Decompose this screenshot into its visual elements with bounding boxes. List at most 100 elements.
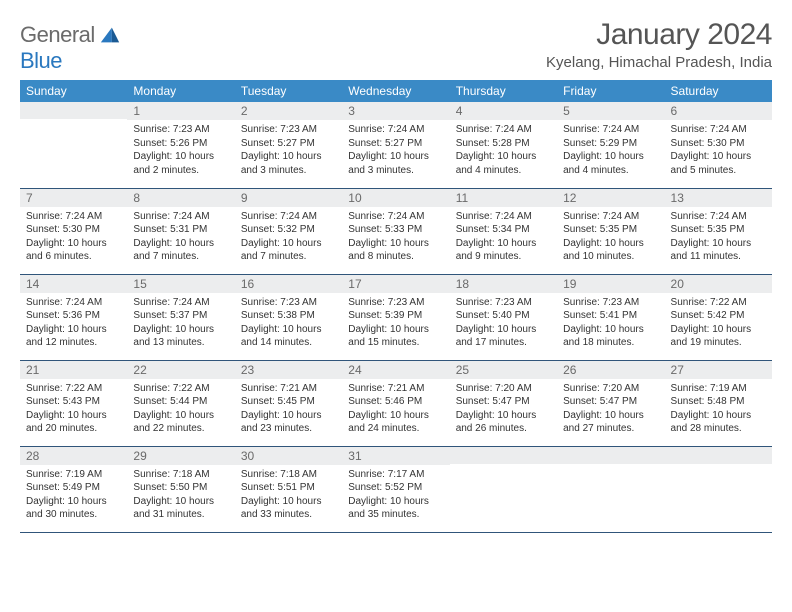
daylight-text: and 23 minutes. bbox=[241, 422, 336, 436]
calendar-day-cell bbox=[557, 446, 664, 532]
day-number: 6 bbox=[665, 102, 772, 120]
daylight-text: and 30 minutes. bbox=[26, 508, 121, 522]
daylight-text: and 31 minutes. bbox=[133, 508, 228, 522]
daylight-text: and 13 minutes. bbox=[133, 336, 228, 350]
calendar-day-cell: 10 Sunrise: 7:24 AMSunset: 5:33 PMDayligh… bbox=[342, 188, 449, 274]
calendar-day-cell bbox=[20, 102, 127, 188]
sunrise-text: Sunrise: 7:23 AM bbox=[133, 123, 228, 137]
daylight-text: Daylight: 10 hours bbox=[133, 150, 228, 164]
calendar-day-cell: 1Sunrise: 7:23 AMSunset: 5:26 PMDaylight… bbox=[127, 102, 234, 188]
calendar-day-cell: 9Sunrise: 7:24 AMSunset: 5:32 PMDaylight… bbox=[235, 188, 342, 274]
day-details: Sunrise: 7:23 AMSunset: 5:27 PMDaylight:… bbox=[235, 120, 342, 181]
daylight-text: Daylight: 10 hours bbox=[456, 150, 551, 164]
day-details: Sunrise: 7:19 AMSunset: 5:48 PMDaylight:… bbox=[665, 379, 772, 440]
sunrise-text: Sunrise: 7:24 AM bbox=[348, 123, 443, 137]
sunset-text: Sunset: 5:27 PM bbox=[348, 137, 443, 151]
sunrise-text: Sunrise: 7:24 AM bbox=[348, 210, 443, 224]
calendar-day-cell: 20Sunrise: 7:22 AMSunset: 5:42 PMDayligh… bbox=[665, 274, 772, 360]
calendar-day-cell: 2Sunrise: 7:23 AMSunset: 5:27 PMDaylight… bbox=[235, 102, 342, 188]
daylight-text: Daylight: 10 hours bbox=[348, 237, 443, 251]
day-details: Sunrise: 7:23 AMSunset: 5:26 PMDaylight:… bbox=[127, 120, 234, 181]
day-details: Sunrise: 7:20 AMSunset: 5:47 PMDaylight:… bbox=[557, 379, 664, 440]
day-number: 24 bbox=[342, 361, 449, 379]
daylight-text: and 17 minutes. bbox=[456, 336, 551, 350]
daylight-text: Daylight: 10 hours bbox=[26, 495, 121, 509]
calendar-day-cell: 28Sunrise: 7:19 AMSunset: 5:49 PMDayligh… bbox=[20, 446, 127, 532]
sunset-text: Sunset: 5:35 PM bbox=[563, 223, 658, 237]
location-label: Kyelang, Himachal Pradesh, India bbox=[546, 54, 772, 71]
day-number: 18 bbox=[450, 275, 557, 293]
daylight-text: Daylight: 10 hours bbox=[348, 409, 443, 423]
day-number: 9 bbox=[235, 189, 342, 207]
sunset-text: Sunset: 5:42 PM bbox=[671, 309, 766, 323]
daylight-text: and 33 minutes. bbox=[241, 508, 336, 522]
weekday-header: Monday bbox=[127, 80, 234, 102]
day-details: Sunrise: 7:18 AMSunset: 5:51 PMDaylight:… bbox=[235, 465, 342, 526]
calendar-day-cell bbox=[665, 446, 772, 532]
sunrise-text: Sunrise: 7:18 AM bbox=[241, 468, 336, 482]
day-number: 3 bbox=[342, 102, 449, 120]
day-details: Sunrise: 7:24 AMSunset: 5:31 PMDaylight:… bbox=[127, 207, 234, 268]
day-number: 30 bbox=[235, 447, 342, 465]
sunset-text: Sunset: 5:37 PM bbox=[133, 309, 228, 323]
daylight-text: Daylight: 10 hours bbox=[241, 409, 336, 423]
day-number: 23 bbox=[235, 361, 342, 379]
daylight-text: Daylight: 10 hours bbox=[563, 237, 658, 251]
daylight-text: Daylight: 10 hours bbox=[456, 237, 551, 251]
sunrise-text: Sunrise: 7:24 AM bbox=[26, 296, 121, 310]
sunrise-text: Sunrise: 7:21 AM bbox=[241, 382, 336, 396]
sunset-text: Sunset: 5:32 PM bbox=[241, 223, 336, 237]
calendar-day-cell: 7Sunrise: 7:24 AMSunset: 5:30 PMDaylight… bbox=[20, 188, 127, 274]
daylight-text: Daylight: 10 hours bbox=[563, 409, 658, 423]
page-header: General Blue January 2024 Kyelang, Himac… bbox=[20, 18, 772, 74]
daylight-text: Daylight: 10 hours bbox=[348, 150, 443, 164]
day-number: 21 bbox=[20, 361, 127, 379]
daylight-text: and 35 minutes. bbox=[348, 508, 443, 522]
calendar-week-row: 7Sunrise: 7:24 AMSunset: 5:30 PMDaylight… bbox=[20, 188, 772, 274]
calendar-day-cell: 5Sunrise: 7:24 AMSunset: 5:29 PMDaylight… bbox=[557, 102, 664, 188]
calendar-day-cell: 15Sunrise: 7:24 AMSunset: 5:37 PMDayligh… bbox=[127, 274, 234, 360]
calendar-day-cell: 8Sunrise: 7:24 AMSunset: 5:31 PMDaylight… bbox=[127, 188, 234, 274]
daylight-text: and 22 minutes. bbox=[133, 422, 228, 436]
calendar-table: Sunday Monday Tuesday Wednesday Thursday… bbox=[20, 80, 772, 533]
daylight-text: and 3 minutes. bbox=[348, 164, 443, 178]
day-number: 28 bbox=[20, 447, 127, 465]
sunrise-text: Sunrise: 7:22 AM bbox=[26, 382, 121, 396]
sunrise-text: Sunrise: 7:19 AM bbox=[671, 382, 766, 396]
daylight-text: and 3 minutes. bbox=[241, 164, 336, 178]
sunset-text: Sunset: 5:50 PM bbox=[133, 481, 228, 495]
sunrise-text: Sunrise: 7:22 AM bbox=[133, 382, 228, 396]
weekday-header: Saturday bbox=[665, 80, 772, 102]
day-number: 16 bbox=[235, 275, 342, 293]
calendar-day-cell: 6Sunrise: 7:24 AMSunset: 5:30 PMDaylight… bbox=[665, 102, 772, 188]
day-number: 31 bbox=[342, 447, 449, 465]
daylight-text: Daylight: 10 hours bbox=[348, 495, 443, 509]
daylight-text: Daylight: 10 hours bbox=[456, 409, 551, 423]
daylight-text: and 28 minutes. bbox=[671, 422, 766, 436]
day-number: 10 bbox=[342, 189, 449, 207]
sunset-text: Sunset: 5:33 PM bbox=[348, 223, 443, 237]
day-details: Sunrise: 7:22 AMSunset: 5:42 PMDaylight:… bbox=[665, 293, 772, 354]
daylight-text: Daylight: 10 hours bbox=[133, 323, 228, 337]
sunset-text: Sunset: 5:30 PM bbox=[671, 137, 766, 151]
day-number: 29 bbox=[127, 447, 234, 465]
daylight-text: and 18 minutes. bbox=[563, 336, 658, 350]
day-details: Sunrise: 7:21 AMSunset: 5:46 PMDaylight:… bbox=[342, 379, 449, 440]
calendar-day-cell: 19Sunrise: 7:23 AMSunset: 5:41 PMDayligh… bbox=[557, 274, 664, 360]
day-details: Sunrise: 7:23 AMSunset: 5:41 PMDaylight:… bbox=[557, 293, 664, 354]
calendar-day-cell: 25Sunrise: 7:20 AMSunset: 5:47 PMDayligh… bbox=[450, 360, 557, 446]
sunrise-text: Sunrise: 7:23 AM bbox=[456, 296, 551, 310]
day-details: Sunrise: 7:24 AMSunset: 5:30 PMDaylight:… bbox=[665, 120, 772, 181]
calendar-day-cell: 14Sunrise: 7:24 AMSunset: 5:36 PMDayligh… bbox=[20, 274, 127, 360]
sunset-text: Sunset: 5:49 PM bbox=[26, 481, 121, 495]
sunset-text: Sunset: 5:39 PM bbox=[348, 309, 443, 323]
day-number: 17 bbox=[342, 275, 449, 293]
day-details: Sunrise: 7:19 AMSunset: 5:49 PMDaylight:… bbox=[20, 465, 127, 526]
sunset-text: Sunset: 5:52 PM bbox=[348, 481, 443, 495]
logo-triangle-icon bbox=[99, 24, 121, 46]
day-details: Sunrise: 7:24 AMSunset: 5:27 PMDaylight:… bbox=[342, 120, 449, 181]
daylight-text: and 9 minutes. bbox=[456, 250, 551, 264]
calendar-day-cell: 16Sunrise: 7:23 AMSunset: 5:38 PMDayligh… bbox=[235, 274, 342, 360]
day-details: Sunrise: 7:24 AMSunset: 5:37 PMDaylight:… bbox=[127, 293, 234, 354]
calendar-day-cell bbox=[450, 446, 557, 532]
